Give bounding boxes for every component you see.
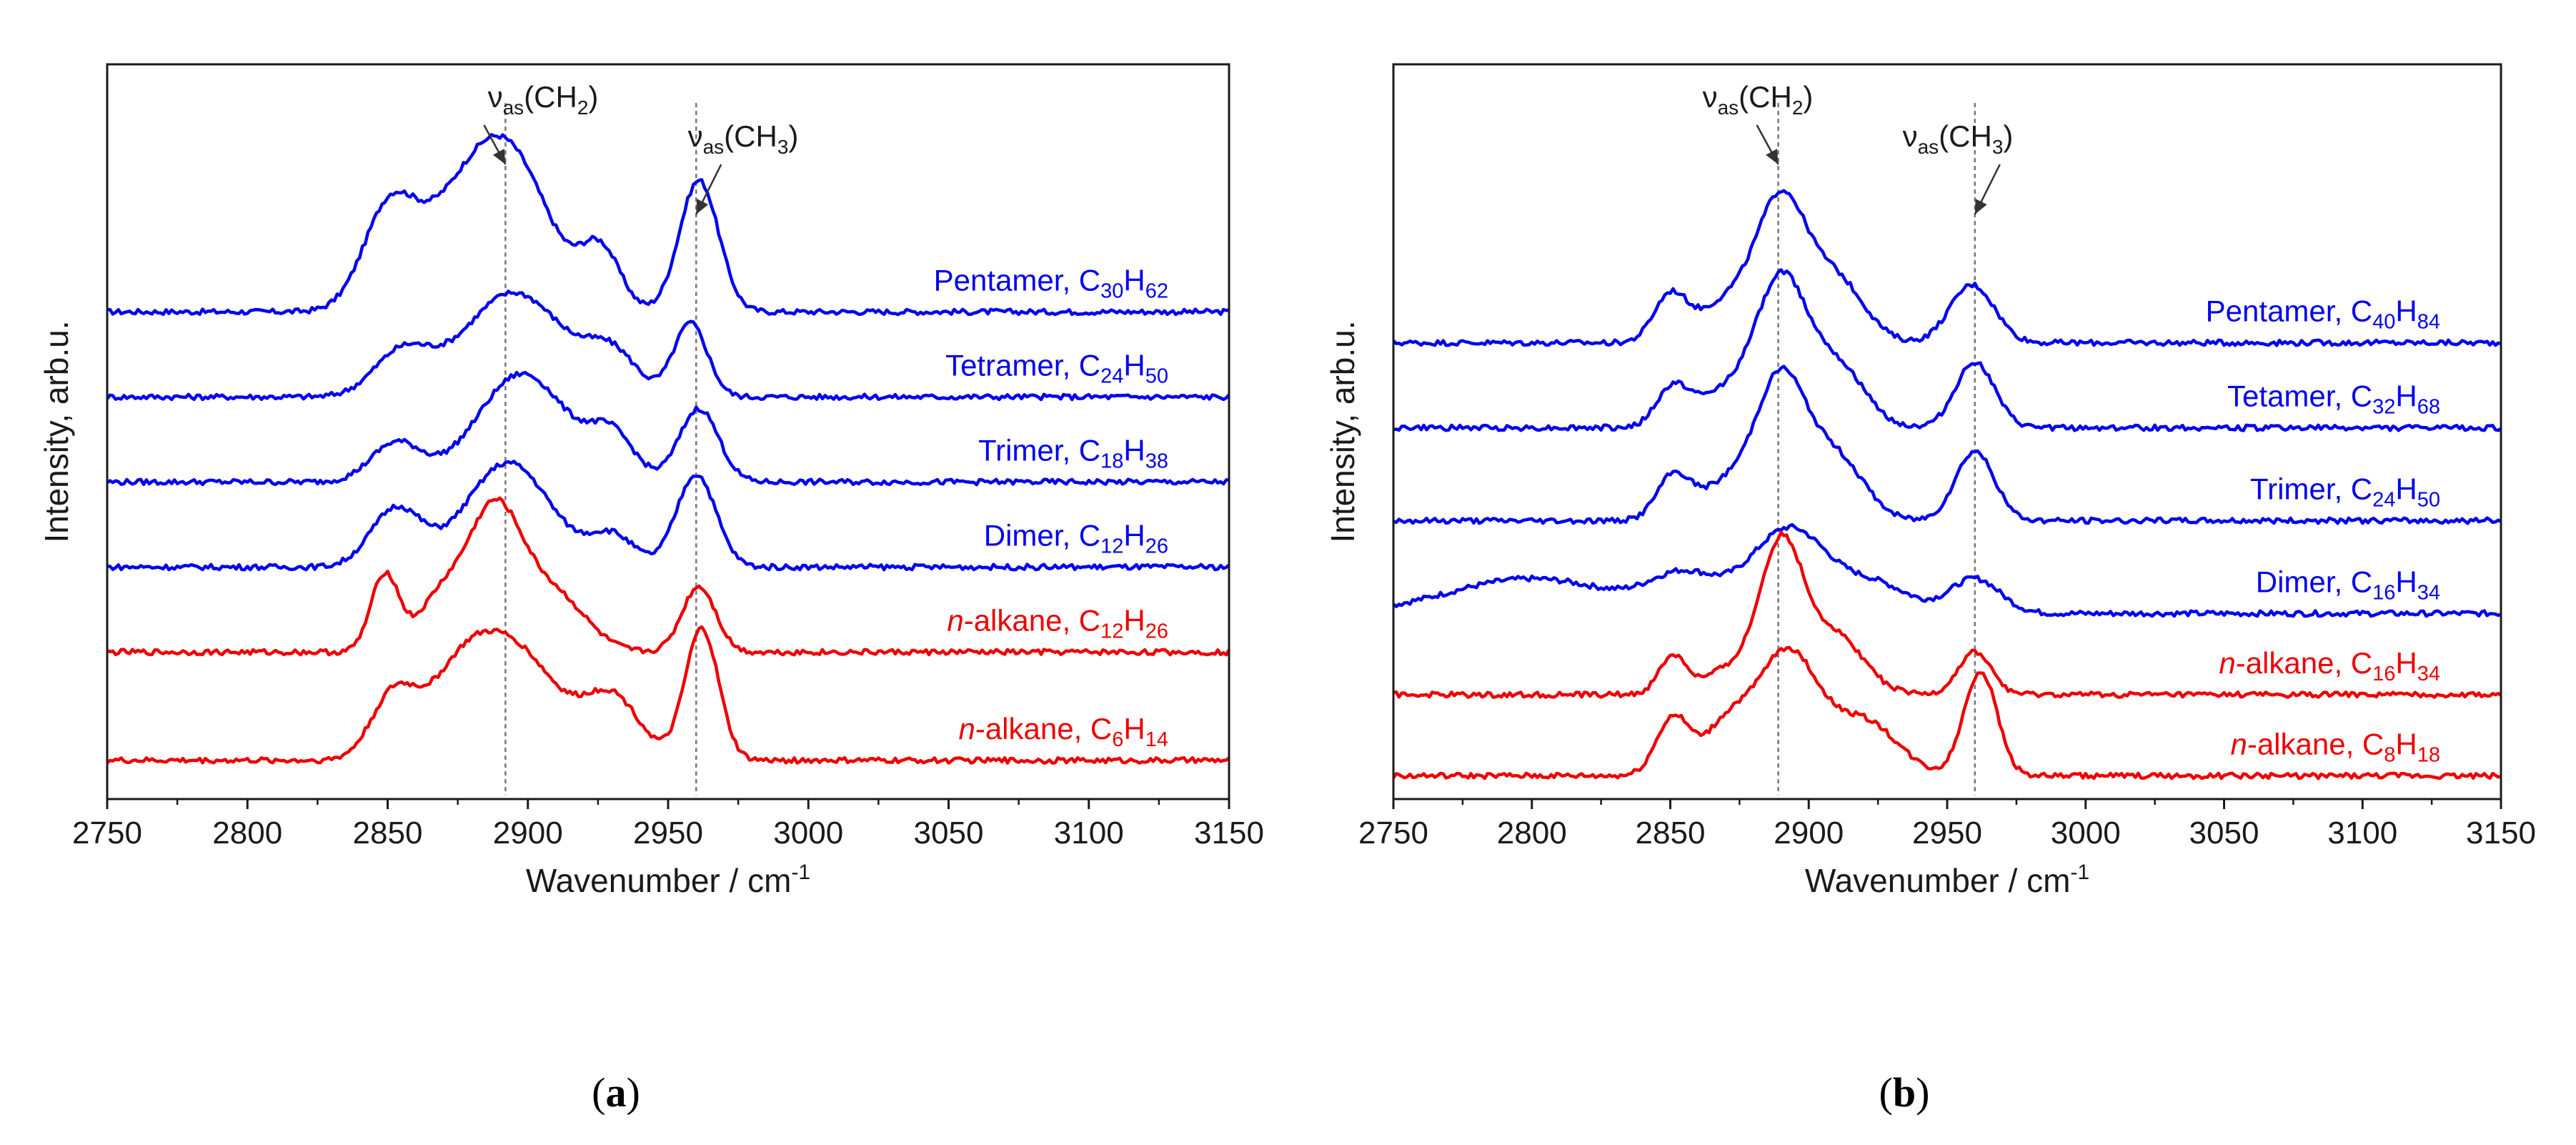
- y-axis-label: Intensity, arb.u.: [1324, 320, 1361, 542]
- series-label: Dimer, C12H26: [984, 518, 1168, 557]
- x-tick-label: 3050: [914, 816, 984, 851]
- peak-annotation: νas(CH2): [488, 80, 599, 119]
- series-label: Pentamer, C30H62: [934, 263, 1168, 302]
- series-line: [106, 460, 1230, 572]
- y-axis-label: Intensity, arb.u.: [38, 320, 75, 542]
- series-line: [1393, 365, 2502, 525]
- x-tick-label: 3150: [2466, 816, 2536, 851]
- x-tick-label: 3050: [2189, 816, 2259, 851]
- series-label: Trimer, C24H50: [2250, 472, 2440, 511]
- x-tick-label: 3100: [2327, 816, 2397, 851]
- panel-a-chart: Pentamer, C30H62 Tetramer, C24H50 Trimer, …: [38, 63, 1264, 899]
- annotation-arrowhead: [1766, 149, 1779, 164]
- series-line: [1393, 530, 2502, 699]
- series-label: n-alkane, C8H18: [2230, 728, 2440, 767]
- peak-annotation: νas(CH3): [688, 119, 799, 158]
- series-line: [106, 370, 1230, 487]
- series-line: [1393, 268, 2502, 432]
- series-label: Trimer, C18H38: [978, 433, 1168, 472]
- series-label: n-alkane, C6H14: [958, 712, 1168, 751]
- x-tick-label: 2800: [1497, 816, 1567, 851]
- panel-b-caption: (b): [1879, 1069, 1930, 1116]
- series-label: Tetamer, C32H68: [2227, 380, 2440, 419]
- x-tick-label: 2950: [633, 816, 703, 851]
- series-label: Dimer, C16H34: [2256, 565, 2440, 604]
- x-tick-label: 2950: [1912, 816, 1982, 851]
- series-label: Tetramer, C24H50: [945, 348, 1168, 387]
- annotation-arrowhead: [696, 199, 709, 214]
- x-tick-label: 2850: [1636, 816, 1706, 851]
- series-label: n-alkane, C16H34: [2219, 646, 2440, 685]
- series-line: [1392, 522, 2502, 618]
- series-line: [106, 289, 1230, 402]
- annotation-arrowhead: [492, 149, 506, 164]
- x-tick-label: 2850: [353, 816, 423, 851]
- panel-b-chart: Pentamer, C40H84 Tetamer, C32H68 Trimer, C…: [1324, 63, 2536, 899]
- series-label: n-alkane, C12H26: [947, 603, 1168, 643]
- panel-a-caption: (a): [592, 1069, 640, 1116]
- x-tick-label: 3000: [773, 816, 843, 851]
- x-tick-label: 3100: [1054, 816, 1124, 851]
- x-tick-label: 2900: [493, 816, 563, 851]
- peak-annotation: νas(CH3): [1903, 119, 2014, 158]
- series-line: [1392, 189, 2502, 347]
- peak-annotation: νas(CH2): [1703, 80, 1814, 119]
- x-tick-label: 3150: [1194, 816, 1264, 851]
- x-axis-label: Wavenumber / cm-1: [1805, 861, 2089, 899]
- plot-frame: [106, 63, 1230, 800]
- x-tick-label: 2750: [72, 816, 142, 851]
- x-tick-label: 2750: [1358, 816, 1428, 851]
- series-line: [106, 625, 1230, 765]
- x-tick-label: 2900: [1774, 816, 1844, 851]
- x-axis-label: Wavenumber / cm-1: [526, 861, 810, 899]
- series-line: [106, 133, 1230, 317]
- series-line: [106, 496, 1230, 657]
- plot-frame: [1392, 63, 2502, 800]
- annotation-arrowhead: [1974, 199, 1987, 214]
- x-tick-label: 3000: [2051, 816, 2121, 851]
- series-label: Pentamer, C40H84: [2206, 294, 2440, 334]
- series-line: [1392, 645, 2502, 780]
- x-tick-label: 2800: [212, 816, 282, 851]
